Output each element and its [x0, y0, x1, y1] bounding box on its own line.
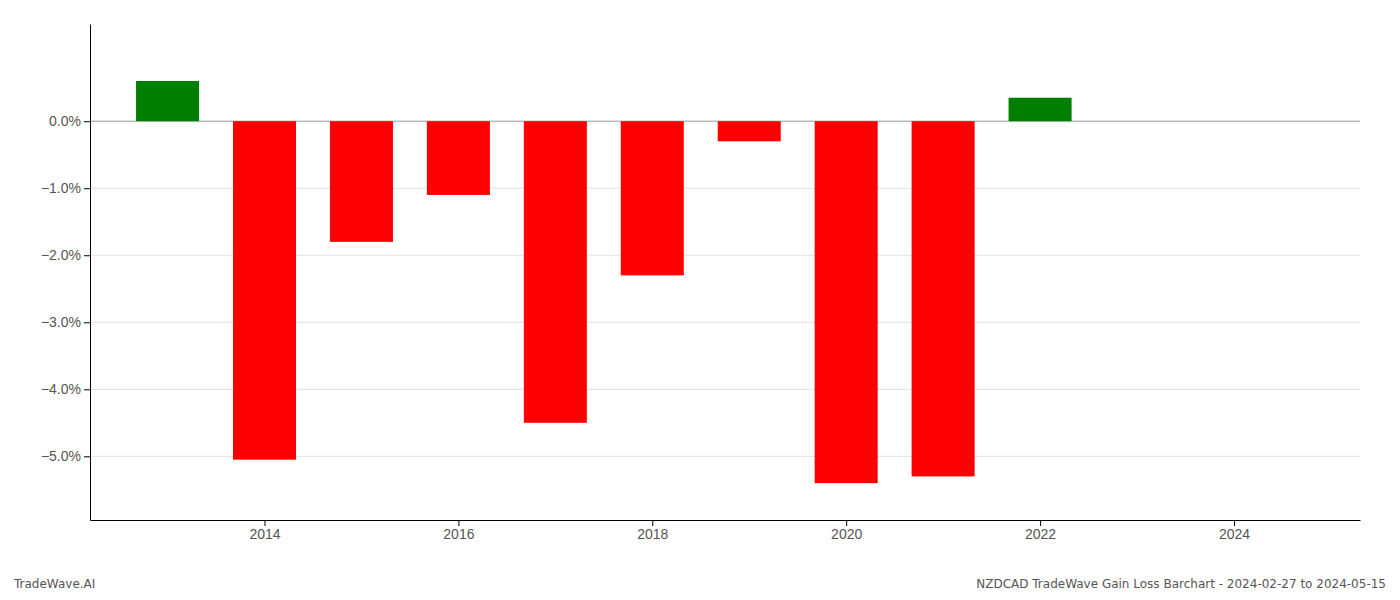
y-tick-mark	[84, 456, 90, 457]
bar	[1009, 98, 1072, 121]
x-tick-label: 2020	[831, 526, 862, 542]
x-tick: 2022	[1025, 520, 1056, 542]
x-tick-label: 2022	[1025, 526, 1056, 542]
y-tick-label: −4.0%	[41, 381, 81, 397]
x-tick-label: 2024	[1219, 526, 1250, 542]
y-tick-label: −1.0%	[41, 180, 81, 196]
y-tick-mark	[84, 121, 90, 122]
x-tick: 2016	[443, 520, 474, 542]
bar	[718, 121, 781, 141]
x-tick: 2018	[637, 520, 668, 542]
bar	[815, 121, 878, 483]
bar	[136, 81, 199, 121]
x-tick-label: 2014	[249, 526, 280, 542]
x-tick: 2024	[1219, 520, 1250, 542]
x-tick-label: 2016	[443, 526, 474, 542]
x-axis-line	[91, 520, 1361, 521]
y-tick: −1.0%	[41, 180, 90, 196]
bar	[330, 121, 393, 242]
y-axis-line	[90, 25, 91, 521]
bars	[136, 81, 1072, 483]
bar	[233, 121, 296, 459]
bar	[427, 121, 490, 195]
plot-area: 0.0%−1.0%−2.0%−3.0%−4.0%−5.0%20142016201…	[41, 25, 1361, 542]
y-axis: 0.0% −1.0% −2.0% −3.0% −4.0% −5.0%	[41, 25, 91, 521]
y-tick: −5.0%	[41, 448, 90, 464]
x-tick: 2020	[831, 520, 862, 542]
bar	[524, 121, 587, 423]
y-tick: −2.0%	[41, 247, 90, 263]
y-tick-mark	[84, 322, 90, 323]
chart: 0.0%−1.0%−2.0%−3.0%−4.0%−5.0%20142016201…	[0, 0, 1400, 600]
bar	[1106, 121, 1169, 122]
y-tick-label: −2.0%	[41, 247, 81, 263]
x-tick: 2014	[249, 520, 280, 542]
y-tick-mark	[84, 255, 90, 256]
y-tick-label: −3.0%	[41, 314, 81, 330]
y-tick: 0.0%	[49, 113, 90, 129]
y-tick-label: 0.0%	[49, 113, 81, 129]
footer-right: NZDCAD TradeWave Gain Loss Barchart - 20…	[976, 577, 1386, 591]
bar	[621, 121, 684, 275]
y-tick: −3.0%	[41, 314, 90, 330]
y-tick-mark	[84, 389, 90, 390]
y-tick: −4.0%	[41, 381, 90, 397]
x-tick-label: 2018	[637, 526, 668, 542]
y-tick-mark	[84, 188, 90, 189]
footer-left: TradeWave.AI	[13, 577, 95, 591]
x-axis: 2014 2016 2018 2020 2022 2024	[91, 520, 1361, 542]
bar	[912, 121, 975, 476]
y-tick-label: −5.0%	[41, 448, 81, 464]
